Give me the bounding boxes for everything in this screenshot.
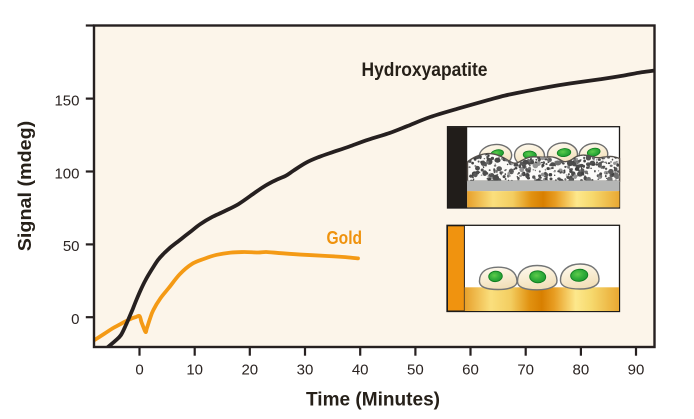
svg-text:150: 150 bbox=[54, 92, 79, 109]
svg-text:0: 0 bbox=[71, 311, 79, 328]
svg-text:0: 0 bbox=[135, 361, 143, 378]
svg-text:10: 10 bbox=[186, 361, 203, 378]
svg-text:60: 60 bbox=[462, 361, 479, 378]
svg-text:50: 50 bbox=[407, 361, 424, 378]
svg-text:100: 100 bbox=[54, 165, 79, 182]
svg-text:Hydroxyapatite: Hydroxyapatite bbox=[362, 60, 488, 81]
svg-text:30: 30 bbox=[297, 361, 314, 378]
svg-text:70: 70 bbox=[517, 361, 534, 378]
svg-text:90: 90 bbox=[628, 361, 645, 378]
svg-text:Time (Minutes): Time (Minutes) bbox=[306, 390, 440, 411]
svg-text:20: 20 bbox=[241, 361, 258, 378]
svg-text:Signal (mdeg): Signal (mdeg) bbox=[15, 121, 35, 252]
svg-text:80: 80 bbox=[573, 361, 590, 378]
svg-text:Gold: Gold bbox=[327, 228, 363, 248]
svg-text:50: 50 bbox=[63, 238, 80, 255]
svg-text:40: 40 bbox=[352, 361, 369, 378]
